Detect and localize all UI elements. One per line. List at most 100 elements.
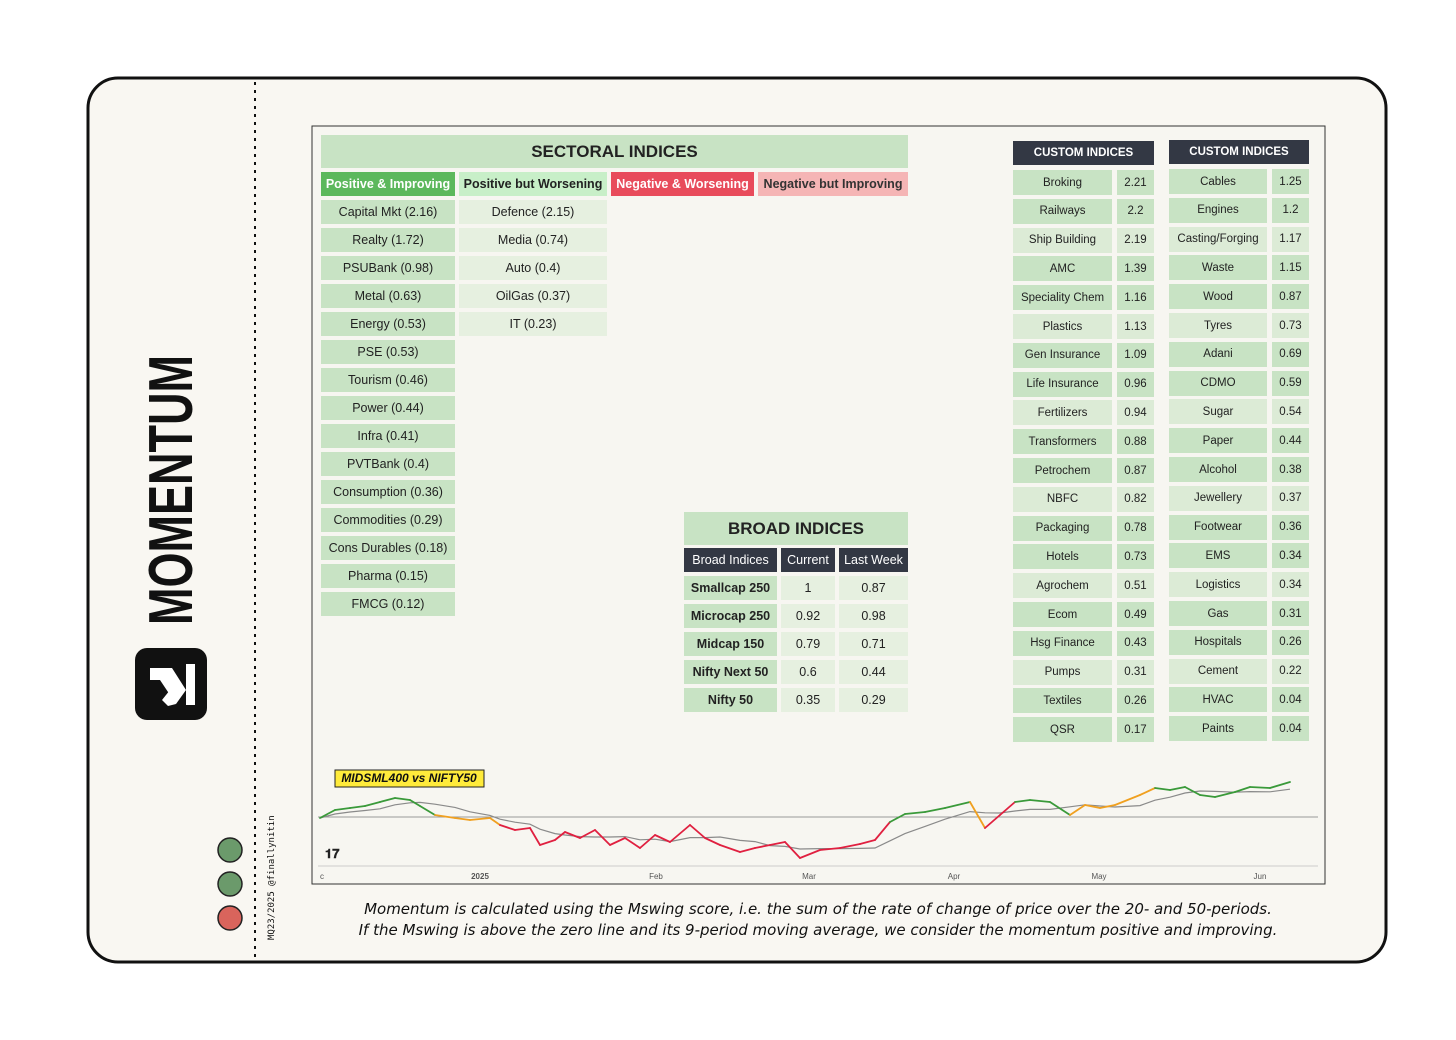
line-segment <box>434 814 456 819</box>
custom-name: Footwear <box>1169 514 1267 540</box>
x-axis-label: 2025 <box>471 872 489 881</box>
custom-value: 1.17 <box>1272 226 1309 252</box>
custom-name: Life Insurance <box>1013 371 1112 397</box>
custom-value: 0.88 <box>1117 429 1154 455</box>
sector-item: FMCG (0.12) <box>321 592 455 616</box>
custom-value: 0.31 <box>1117 659 1154 685</box>
custom-value: 0.26 <box>1117 688 1154 714</box>
line-segment <box>819 847 841 851</box>
table-header: Last Week <box>839 548 908 572</box>
custom-name: Wood <box>1169 284 1267 310</box>
custom-value: 2.2 <box>1117 198 1154 224</box>
custom-name: Railways <box>1013 198 1112 224</box>
custom-value: 0.73 <box>1272 313 1309 338</box>
custom-name: Sugar <box>1169 399 1267 425</box>
logo-mark <box>186 664 195 705</box>
line-segment <box>1199 794 1216 798</box>
sector-item: Power (0.44) <box>321 396 455 420</box>
line-segment <box>1184 786 1201 796</box>
sector-item: PSE (0.53) <box>321 340 455 364</box>
line-segment <box>1114 794 1141 806</box>
line-segment <box>969 801 986 829</box>
dot <box>217 871 243 897</box>
line-segment <box>1169 786 1186 791</box>
custom-name: Tyres <box>1169 313 1267 338</box>
section-title: BROAD INDICES <box>684 512 908 545</box>
line-segment <box>499 824 516 831</box>
line-segment <box>1269 781 1291 789</box>
line-segment <box>1099 804 1116 809</box>
line-segment <box>739 847 756 853</box>
custom-value: 2.19 <box>1117 227 1154 253</box>
x-axis-label: c <box>320 872 324 881</box>
custom-name: Pumps <box>1013 659 1112 685</box>
line-segment <box>1029 799 1051 803</box>
line-segment <box>564 831 581 839</box>
brand-title: MOMENTUM <box>137 355 206 625</box>
custom-name: Jewellery <box>1169 485 1267 511</box>
line-segment <box>769 841 786 846</box>
line-segment <box>874 821 891 841</box>
custom-value: 0.22 <box>1272 658 1309 684</box>
custom-name: Gas <box>1169 601 1267 626</box>
custom-value: 0.73 <box>1117 544 1154 570</box>
custom-name: QSR <box>1013 717 1112 743</box>
custom-name: Speciality Chem <box>1013 285 1112 311</box>
tv-logo: 𝟏𝟕 <box>325 846 340 861</box>
custom-value: 0.34 <box>1272 543 1309 569</box>
momentum-line <box>319 781 1291 859</box>
line-segment <box>654 834 671 843</box>
logo-mark <box>162 690 176 706</box>
line-segment <box>704 837 721 846</box>
column-header: Positive but Worsening <box>459 172 607 196</box>
table-cell: 0.35 <box>781 688 835 712</box>
sector-item: Commodities (0.29) <box>321 508 455 532</box>
sector-item: Consumption (0.36) <box>321 480 455 504</box>
line-segment <box>689 824 706 839</box>
custom-value: 0.26 <box>1272 629 1309 655</box>
line-segment <box>784 841 801 859</box>
section-title: SECTORAL INDICES <box>321 135 908 168</box>
line-segment <box>904 811 926 815</box>
custom-name: EMS <box>1169 543 1267 569</box>
x-axis-label: Jun <box>1254 872 1267 881</box>
line-segment <box>1249 786 1271 789</box>
sector-item: Tourism (0.46) <box>321 368 455 392</box>
line-segment <box>1069 804 1086 816</box>
custom-value: 1.16 <box>1117 285 1154 311</box>
line-segment <box>1084 804 1101 809</box>
custom-name: Broking <box>1013 170 1112 195</box>
custom-value: 1.15 <box>1272 255 1309 281</box>
line-segment <box>624 837 641 849</box>
custom-value: 0.04 <box>1272 687 1309 713</box>
line-segment <box>719 844 741 853</box>
sector-item: PVTBank (0.4) <box>321 452 455 476</box>
handle: MQ23/2025 @finallynitin <box>267 815 277 940</box>
line-segment <box>839 843 861 849</box>
custom-name: Cement <box>1169 658 1267 684</box>
custom-value: 0.44 <box>1272 428 1309 454</box>
x-axis-label: Apr <box>948 872 961 881</box>
table-header: Broad Indices <box>684 548 777 572</box>
custom-value: 1.09 <box>1117 342 1154 368</box>
custom-name: Adani <box>1169 341 1267 367</box>
dot <box>217 837 243 863</box>
custom-title: CUSTOM INDICES <box>1013 141 1154 165</box>
dot <box>217 905 243 931</box>
custom-value: 0.51 <box>1117 573 1154 599</box>
custom-value: 0.78 <box>1117 515 1154 541</box>
custom-value: 0.38 <box>1272 457 1309 482</box>
custom-name: Paper <box>1169 428 1267 454</box>
sector-item: OilGas (0.37) <box>459 284 607 308</box>
custom-name: Plastics <box>1013 314 1112 339</box>
line-segment <box>579 829 596 839</box>
line-segment <box>394 797 411 801</box>
line-segment <box>754 844 771 849</box>
logo-mark <box>150 668 186 704</box>
line-segment <box>1214 791 1236 798</box>
line-segment <box>1049 801 1071 816</box>
custom-name: Agrochem <box>1013 573 1112 599</box>
custom-name: Ecom <box>1013 602 1112 627</box>
custom-name: AMC <box>1013 256 1112 282</box>
